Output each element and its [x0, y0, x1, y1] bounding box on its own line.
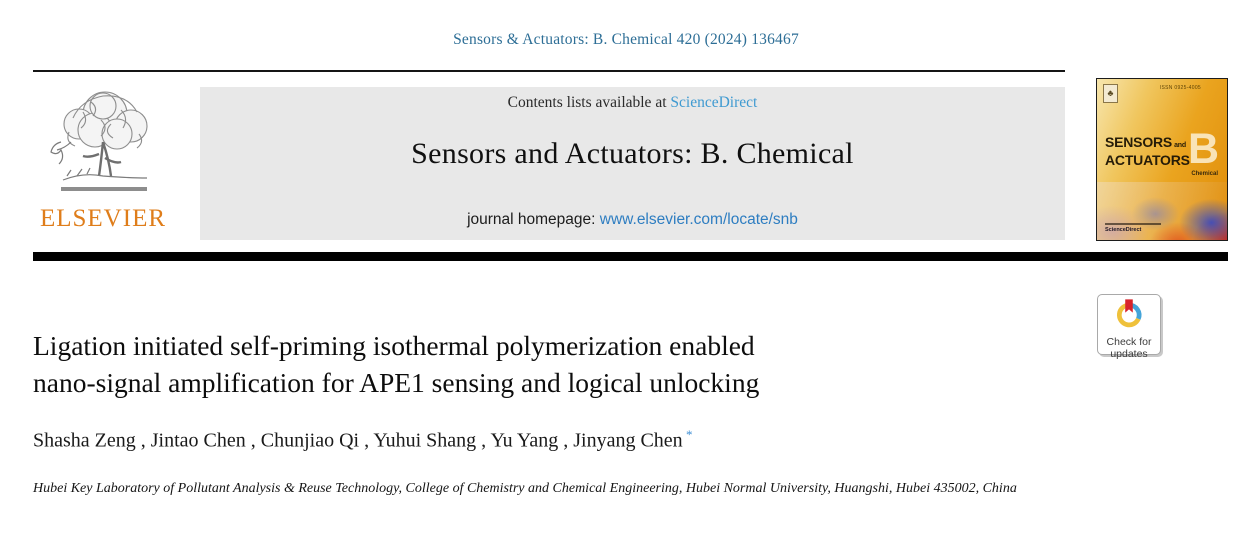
- header-rule: [33, 70, 1065, 72]
- cover-issn: ISSN 0925-4005: [1159, 85, 1201, 91]
- author-name: Shasha Zeng: [33, 429, 136, 452]
- journal-homepage-link[interactable]: www.elsevier.com/locate/snb: [599, 211, 798, 228]
- homepage-prefix: journal homepage:: [467, 211, 600, 228]
- elsevier-tree-icon: [50, 91, 148, 191]
- cover-abstract-art: [1097, 182, 1227, 240]
- contents-line-prefix: Contents lists available at: [507, 94, 671, 111]
- elsevier-wordmark: ELSEVIER: [39, 205, 167, 232]
- cover-title-word2: ACTUATORS: [1105, 152, 1190, 168]
- affiliation: Hubei Key Laboratory of Pollutant Analys…: [33, 481, 1017, 496]
- section-divider-bar: [33, 252, 1228, 261]
- homepage-line: journal homepage: www.elsevier.com/locat…: [200, 211, 1065, 229]
- cover-footer-sciencedirect: ScienceDirect: [1105, 227, 1142, 233]
- article-title: Ligation initiated self-priming isotherm…: [33, 327, 998, 401]
- author-separator: ,: [359, 429, 374, 452]
- author-list: Shasha Zeng , Jintao Chen , Chunjiao Qi …: [33, 427, 993, 453]
- author-separator: ,: [245, 429, 261, 452]
- journal-cover-thumbnail[interactable]: ♣ ISSN 0925-4005 SENSORS and ACTUATORS B …: [1096, 78, 1228, 241]
- article-title-line2: nano-signal amplification for APE1 sensi…: [33, 367, 760, 398]
- cover-elsevier-mark-icon: ♣: [1103, 84, 1118, 103]
- masthead-panel: Contents lists available at ScienceDirec…: [200, 87, 1065, 240]
- cover-subtitle: Chemical: [1191, 171, 1218, 177]
- cover-footer: ScienceDirect: [1105, 223, 1161, 233]
- cover-footer-microtext: [1105, 223, 1161, 225]
- journal-title: Sensors and Actuators: B. Chemical: [411, 137, 854, 170]
- running-head-citation: Sensors & Actuators: B. Chemical 420 (20…: [453, 31, 799, 48]
- article-title-line1: Ligation initiated self-priming isotherm…: [33, 330, 755, 361]
- author-separator: ,: [558, 429, 574, 452]
- crossmark-label: Check for updates: [1098, 336, 1160, 360]
- crossmark-label-line2: updates: [1110, 347, 1148, 360]
- sciencedirect-link[interactable]: ScienceDirect: [670, 94, 758, 111]
- author-name: Yu Yang: [490, 429, 559, 452]
- author-name: Jintao Chen: [150, 429, 246, 452]
- contents-line: Contents lists available at ScienceDirec…: [200, 94, 1065, 112]
- cover-big-letter: B: [1187, 125, 1219, 173]
- elsevier-logo: ELSEVIER: [33, 84, 173, 233]
- author-separator: ,: [476, 429, 491, 452]
- cover-title: SENSORS and ACTUATORS: [1105, 135, 1190, 168]
- crossmark-icon: [1116, 299, 1142, 328]
- author-name: Yuhui Shang: [373, 429, 477, 452]
- check-for-updates-badge[interactable]: Check for updates: [1097, 294, 1161, 359]
- cover-title-and: and: [1174, 142, 1186, 149]
- cover-mark-glyph: ♣: [1107, 88, 1114, 98]
- crossmark-label-line1: Check for: [1106, 336, 1152, 348]
- author-separator: ,: [135, 429, 151, 452]
- author-name: Jinyang Chen: [573, 429, 683, 452]
- cover-title-word1: SENSORS: [1105, 134, 1173, 150]
- author-name: Chunjiao Qi: [260, 429, 360, 452]
- corresponding-author-marker[interactable]: *: [682, 427, 693, 442]
